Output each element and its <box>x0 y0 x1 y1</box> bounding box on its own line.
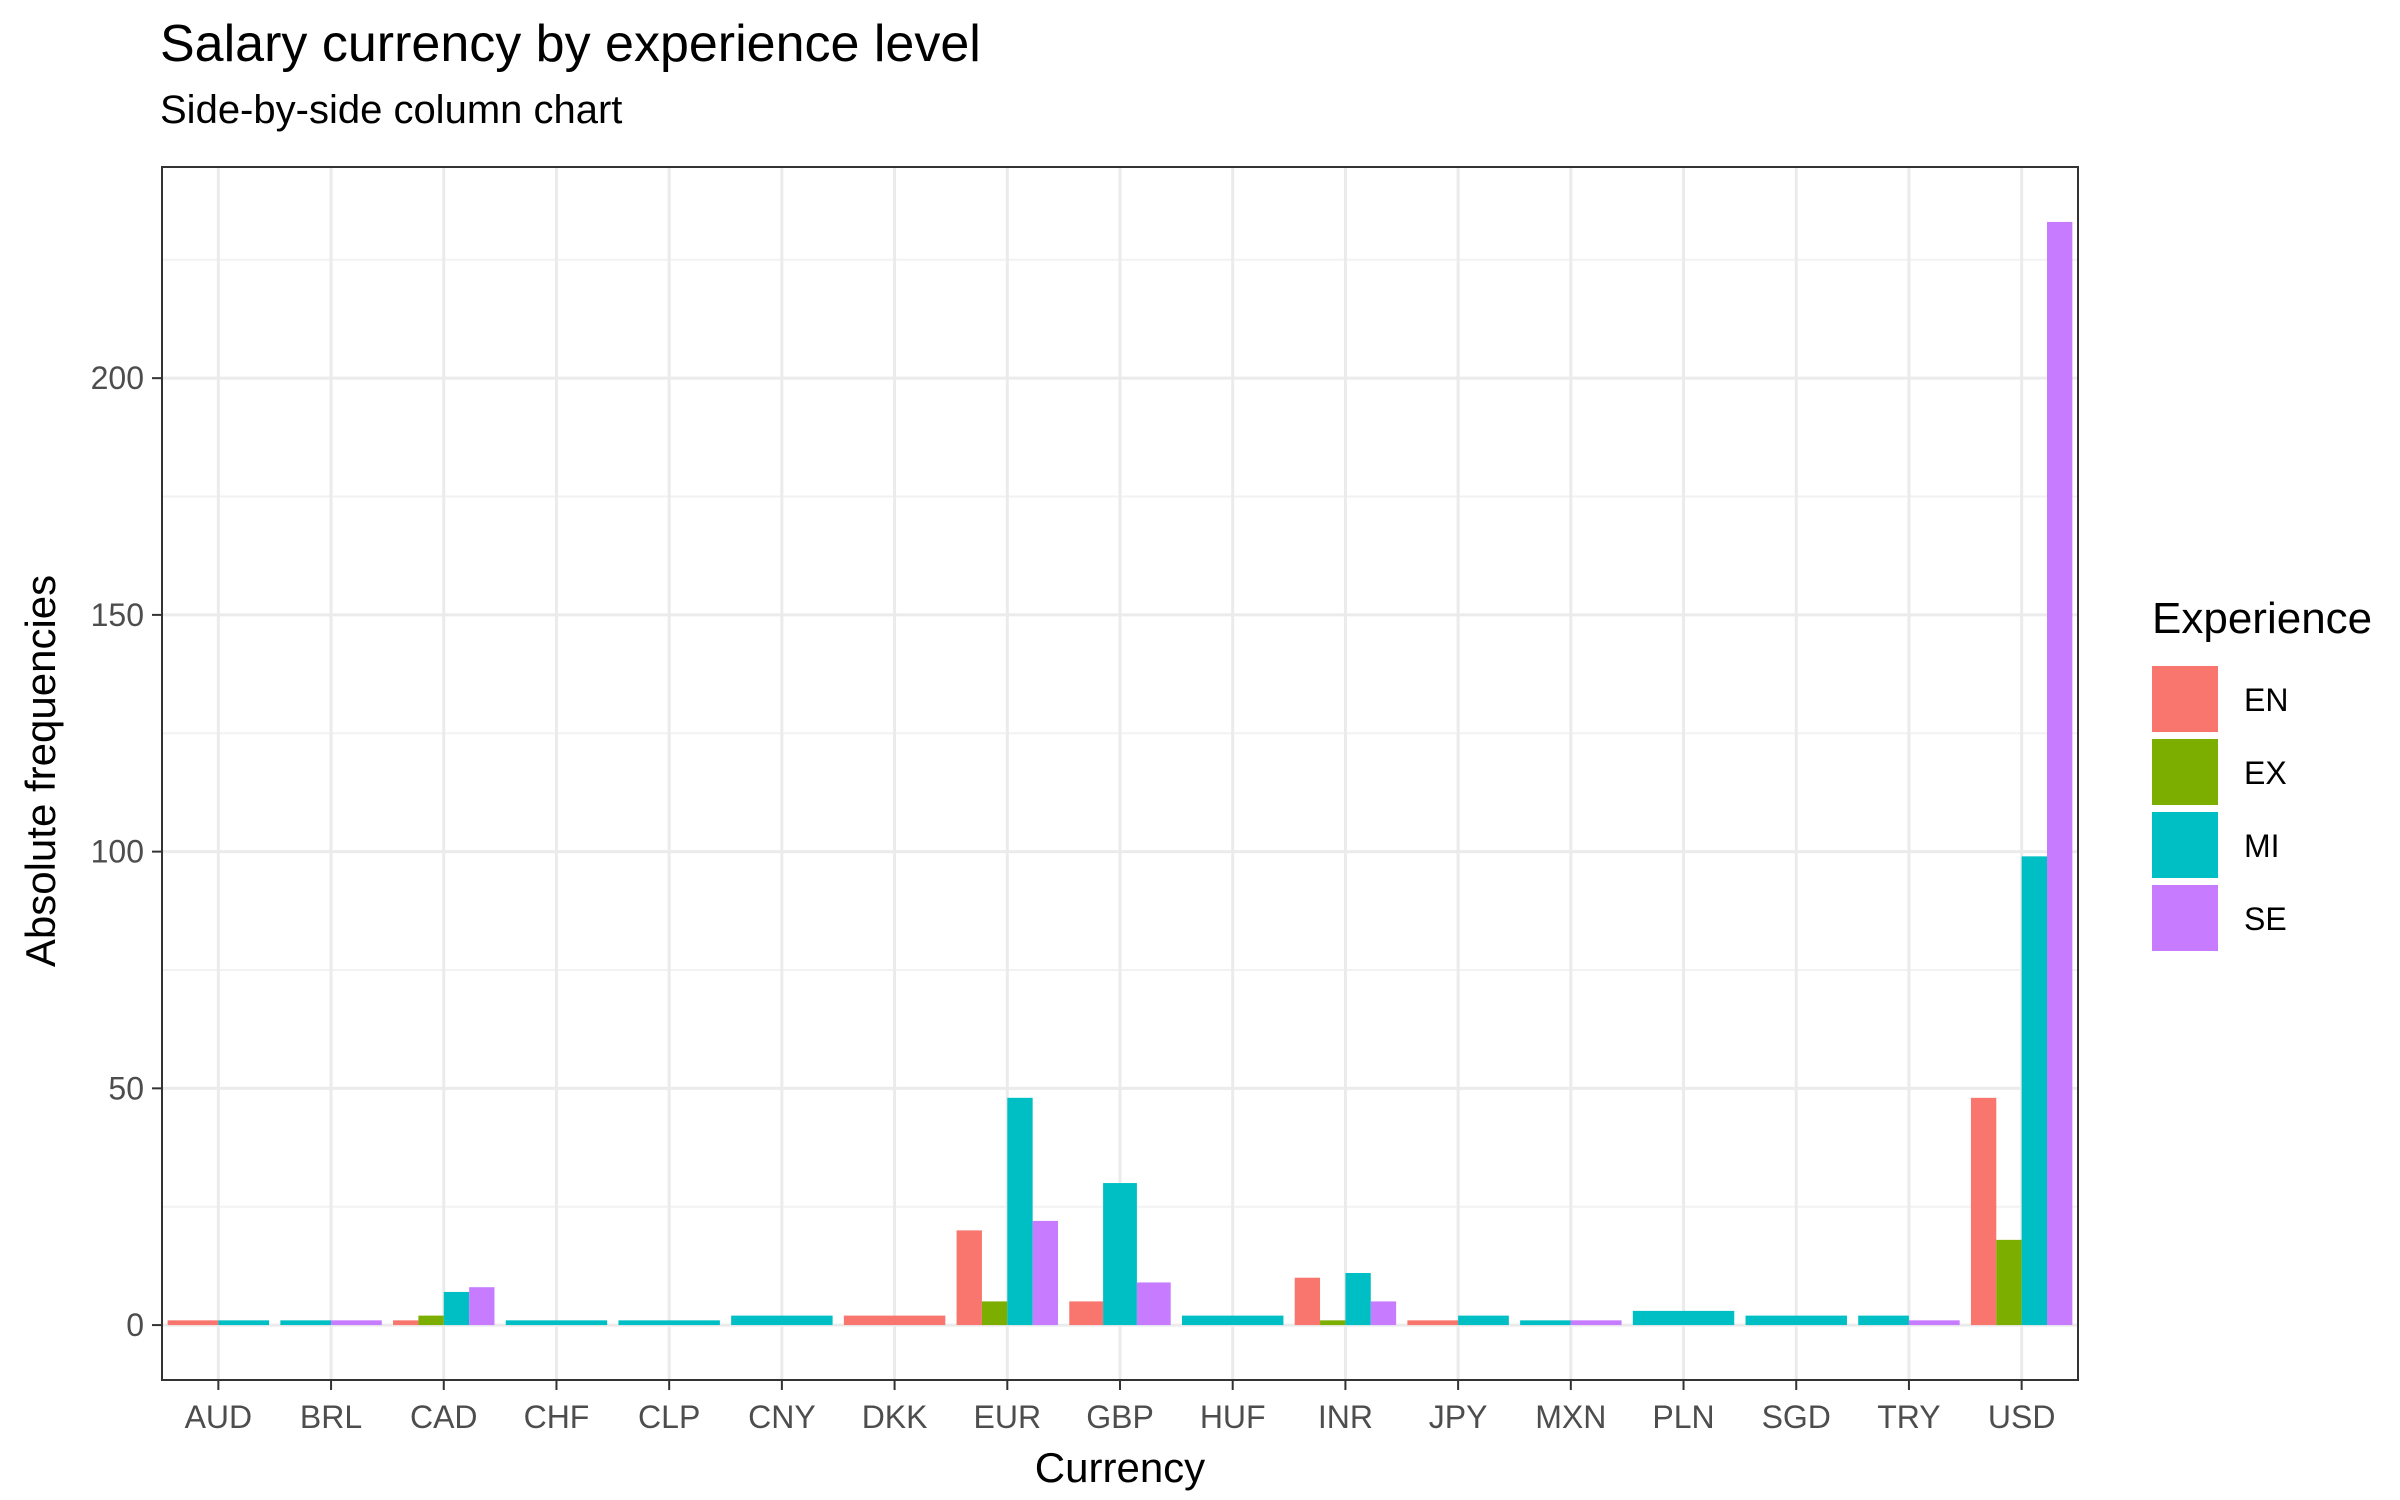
x-tick-label: CHF <box>524 1399 590 1435</box>
legend-key-mi <box>2152 812 2218 878</box>
bar-eur-se <box>1032 1220 1059 1326</box>
bar-aud-en <box>167 1320 219 1326</box>
bar-inr-mi <box>1345 1272 1371 1326</box>
x-axis-title: Currency <box>1035 1444 1205 1491</box>
x-tick-label: SGD <box>1762 1399 1831 1435</box>
axes: 0 50 100 150 200 AUD BRL CAD CHF CLP CNY DKK EUR GBP H… <box>91 360 2056 1435</box>
bar-cad-se <box>469 1287 495 1326</box>
bar-aud-mi <box>218 1320 270 1326</box>
bar-jpy-en <box>1407 1320 1459 1326</box>
x-tick-label: BRL <box>300 1399 362 1435</box>
legend-label-mi: MI <box>2244 828 2280 864</box>
y-tick-label: 150 <box>91 597 144 633</box>
x-tick-label: MXN <box>1535 1399 1606 1435</box>
bar-cny-mi <box>731 1315 833 1326</box>
y-tick-label: 0 <box>126 1307 144 1343</box>
x-tick-label: CLP <box>638 1399 700 1435</box>
y-tick-label: 200 <box>91 360 144 396</box>
x-tick-label: EUR <box>974 1399 1042 1435</box>
bar-chf-mi <box>505 1320 608 1326</box>
bar-inr-se <box>1370 1301 1397 1326</box>
bar-cad-mi <box>443 1291 470 1326</box>
x-tick-label: GBP <box>1086 1399 1154 1435</box>
bar-cad-ex <box>418 1315 444 1326</box>
y-axis-title: Absolute frequencies <box>17 575 64 967</box>
x-tick-label: INR <box>1318 1399 1373 1435</box>
x-tick-label: CNY <box>748 1399 816 1435</box>
bar-huf-mi <box>1181 1315 1284 1326</box>
bar-gbp-en <box>1069 1301 1104 1326</box>
bar-inr-ex <box>1320 1320 1346 1326</box>
x-tick-label: USD <box>1988 1399 2056 1435</box>
x-tick-label: AUD <box>185 1399 253 1435</box>
y-tick-label: 100 <box>91 834 144 870</box>
bar-usd-mi <box>2021 856 2048 1326</box>
bar-brl-mi <box>280 1320 332 1326</box>
bar-gbp-se <box>1136 1282 1171 1326</box>
bar-try-mi <box>1858 1315 1909 1326</box>
legend-key-en <box>2152 666 2218 732</box>
bar-brl-se <box>331 1320 382 1326</box>
chart-title: Salary currency by experience level <box>160 15 981 73</box>
legend-label-en: EN <box>2244 682 2288 718</box>
bar-usd-en <box>1970 1097 1997 1326</box>
legend-label-se: SE <box>2244 901 2287 937</box>
bar-dkk-en <box>843 1315 946 1326</box>
bar-mxn-se <box>1570 1320 1622 1326</box>
bar-eur-en <box>956 1230 982 1326</box>
bar-eur-mi <box>1007 1097 1033 1326</box>
bar-jpy-mi <box>1458 1315 1509 1326</box>
bar-usd-ex <box>1996 1239 2022 1326</box>
x-tick-label: CAD <box>410 1399 478 1435</box>
bar-eur-ex <box>981 1301 1008 1326</box>
x-tick-label: DKK <box>862 1399 928 1435</box>
legend-key-ex <box>2152 739 2218 805</box>
bar-sgd-mi <box>1745 1315 1847 1326</box>
chart-subtitle: Side-by-side column chart <box>160 88 623 132</box>
bars <box>167 221 2073 1326</box>
x-tick-label: HUF <box>1200 1399 1266 1435</box>
y-tick-label: 50 <box>108 1070 144 1106</box>
x-tick-label: TRY <box>1877 1399 1940 1435</box>
bar-mxn-mi <box>1520 1320 1571 1326</box>
bar-cad-en <box>393 1320 419 1326</box>
bar-pln-mi <box>1632 1310 1735 1326</box>
bar-inr-en <box>1294 1277 1321 1326</box>
legend-title: Experience <box>2152 594 2372 643</box>
bar-gbp-mi <box>1103 1183 1137 1326</box>
legend-label-ex: EX <box>2244 755 2287 791</box>
legend: Experience EN EX MI SE <box>2152 594 2372 951</box>
x-tick-label: PLN <box>1652 1399 1714 1435</box>
bar-try-se <box>1908 1320 1960 1326</box>
bar-usd-se <box>2047 221 2073 1326</box>
x-tick-label: JPY <box>1429 1399 1488 1435</box>
legend-key-se <box>2152 885 2218 951</box>
bar-clp-mi <box>618 1320 720 1326</box>
